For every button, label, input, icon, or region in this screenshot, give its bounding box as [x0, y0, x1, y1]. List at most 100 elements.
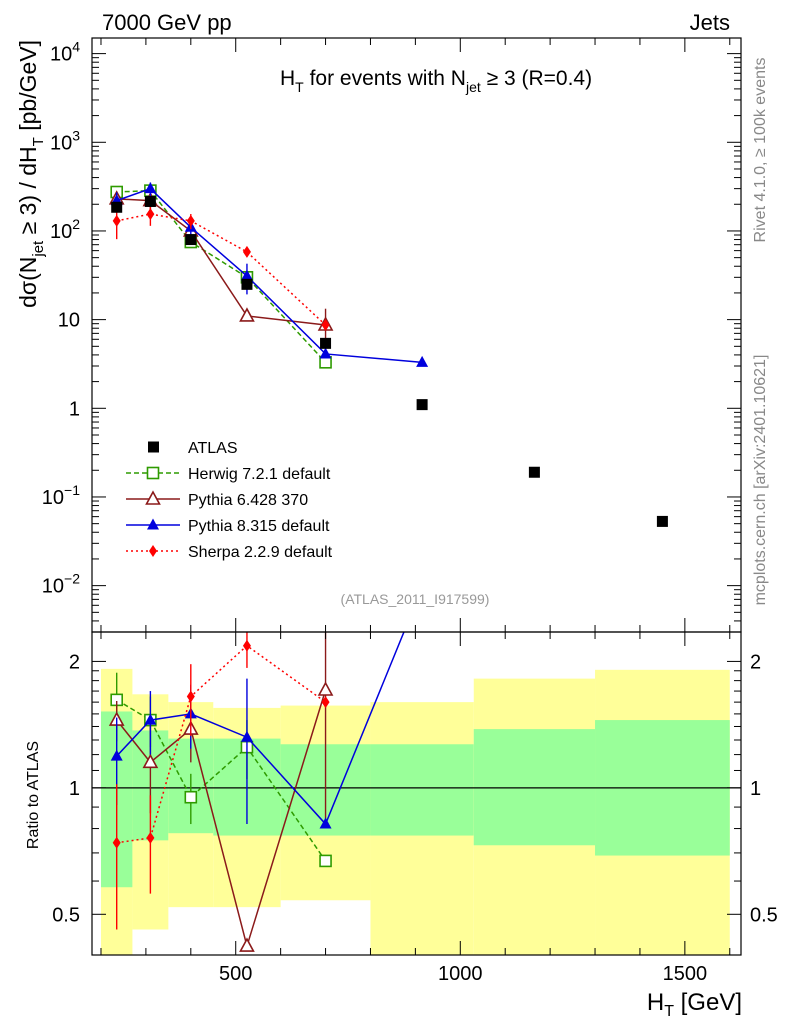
ratio-marker: [110, 749, 123, 761]
legend-label: Sherpa 2.2.9 default: [188, 544, 333, 561]
atlas-data: [111, 195, 668, 527]
title-h: H: [280, 67, 295, 90]
plot-title: HT for events with Njet ≥ 3 (R=0.4): [280, 67, 592, 95]
header-right: Jets: [690, 10, 730, 35]
marker: [144, 182, 157, 194]
atlas-point: [320, 337, 332, 349]
ratio-marker: [240, 730, 253, 742]
series-main-3: [112, 205, 330, 331]
marker: [239, 307, 255, 322]
series-line: [116, 213, 327, 326]
ratio-tick-label-right: 2: [750, 651, 761, 673]
title-mid: for events with N: [304, 67, 466, 90]
header-left: 7000 GeV pp: [102, 10, 232, 35]
marker: [186, 214, 195, 227]
legend-marker: [149, 545, 157, 557]
rivet-label: Rivet 4.1.0, ≥ 100k events: [752, 58, 769, 243]
ratio-line: [116, 632, 405, 826]
marker: [319, 356, 332, 369]
title-h-sub: T: [295, 79, 304, 95]
series-line: [116, 187, 423, 364]
ratio-marker: [317, 681, 334, 696]
ratio-marker: [319, 817, 332, 829]
y-tick-label: 1: [69, 398, 80, 420]
analysis-label: (ATLAS_2011_I917599): [341, 591, 490, 607]
legend-marker: [146, 466, 160, 480]
atlas-point: [656, 515, 668, 527]
ratio-tick-label-left: 1: [69, 778, 80, 800]
x-axis-label: HT [GeV]: [647, 989, 742, 1020]
series-main-1: [108, 190, 334, 354]
main-plot: [108, 182, 668, 527]
legend-label: Pythia 6.428 370: [188, 492, 308, 509]
atlas-point: [528, 466, 540, 478]
marker: [319, 347, 332, 359]
x-tick-label: 1500: [663, 963, 708, 985]
ratio-marker: [186, 690, 195, 703]
mcplots-label: mcplots.cern.ch [arXiv:2401.10621]: [752, 355, 769, 606]
ratio-tick-label-right: 0.5: [750, 904, 778, 926]
title-tail: ≥ 3 (R=0.4): [481, 67, 592, 90]
series-line: [116, 198, 326, 326]
band-green: [370, 744, 474, 836]
ratio-tick-label-left: 0.5: [52, 904, 80, 926]
marker: [146, 208, 155, 221]
marker: [416, 355, 429, 367]
y-tick-label: 103: [50, 127, 80, 154]
legend-label: Herwig 7.2.1 default: [188, 466, 331, 483]
title-n-sub: jet: [465, 79, 481, 95]
ratio-plot: [92, 632, 741, 955]
ratio-marker: [184, 790, 198, 804]
legend-label: Pythia 8.315 default: [188, 518, 330, 535]
x-tick-label: 1000: [438, 963, 483, 985]
legend: ATLAS Herwig 7.2.1 default Pythia 6.428 37…: [126, 440, 333, 561]
x-tick-label: 500: [219, 963, 252, 985]
y-tick-label: 102: [50, 216, 80, 243]
xlabel-sub: T: [664, 1003, 674, 1020]
atlas-point: [144, 195, 156, 207]
series-main-2: [110, 182, 429, 367]
marker: [240, 269, 253, 281]
y-tick-label: 10−2: [42, 571, 80, 598]
y-tick-label: 10−1: [42, 482, 80, 509]
ratio-marker: [239, 937, 255, 952]
ratio-tick-label-left: 2: [69, 651, 80, 673]
ratio-tick-label-right: 1: [750, 778, 761, 800]
y-tick-label: 104: [50, 39, 80, 66]
ratio-marker: [321, 696, 330, 709]
ratio-line: [116, 699, 327, 862]
ylabel-p1: dσ(N: [15, 257, 41, 308]
atlas-point: [185, 234, 197, 246]
band-green: [473, 729, 596, 846]
series-ratio-2: [110, 632, 405, 829]
ratio-marker: [319, 854, 332, 868]
xlabel-main: H: [647, 989, 664, 1016]
ratio-marker: [242, 639, 251, 652]
ratio-marker: [146, 831, 155, 844]
legend-marker: [147, 518, 159, 530]
atlas-point: [241, 278, 253, 290]
ylabel-s1: jet: [30, 240, 47, 258]
y-tick-label: 10: [58, 310, 80, 332]
ylabel-p3: [pb/GeV]: [15, 40, 41, 137]
marker: [321, 318, 330, 331]
ylabel-p2: ≥ 3) / dH: [15, 146, 41, 240]
legend-atlas-label: ATLAS: [188, 440, 238, 457]
ratio-marker: [112, 836, 121, 849]
main-frame: [91, 37, 742, 633]
ratio-frame: [91, 631, 742, 956]
atlas-point: [416, 399, 428, 411]
xlabel-unit: [GeV]: [674, 989, 742, 1016]
atlas-point: [111, 201, 123, 213]
marker: [112, 214, 121, 227]
marker: [242, 245, 251, 258]
legend-marker: [145, 490, 161, 505]
ylabel-s2: T: [30, 137, 47, 146]
ratio-marker: [142, 753, 159, 769]
legend-atlas-marker: [148, 441, 159, 453]
ratio-y-axis-label: Ratio to ATLAS: [25, 741, 42, 849]
series-ratio-3: [112, 632, 330, 930]
y-axis-label: dσ(Njet ≥ 3) / dHT [pb/GeV]: [15, 40, 47, 308]
